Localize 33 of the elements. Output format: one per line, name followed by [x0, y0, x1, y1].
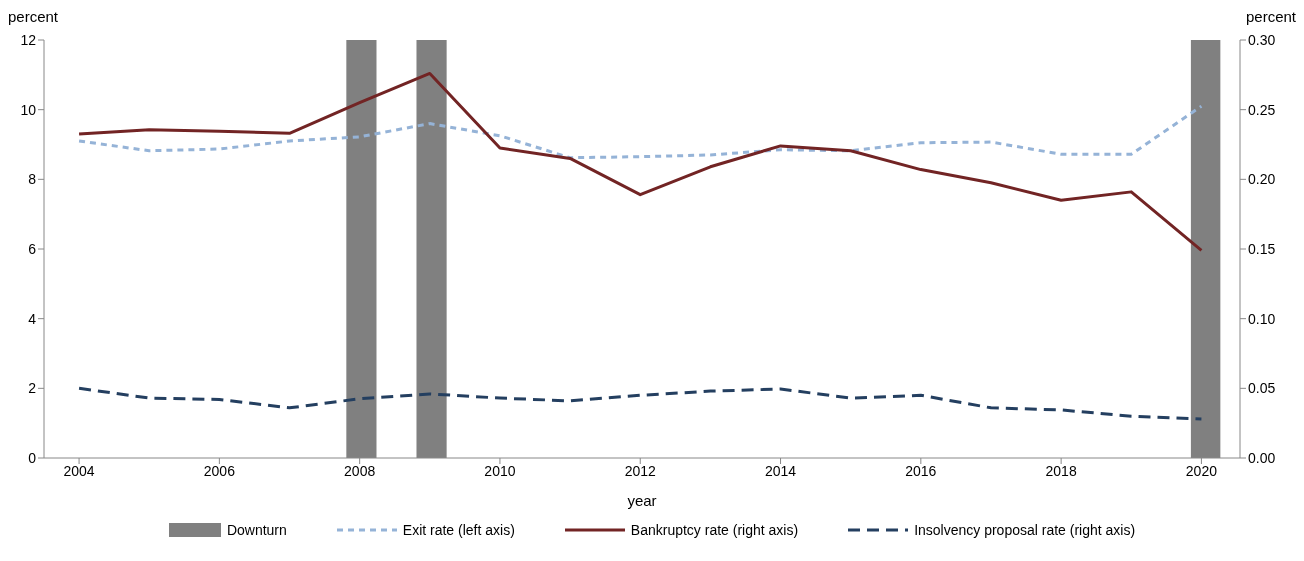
line-series — [77, 104, 1203, 160]
x-tick-label: 2006 — [203, 462, 236, 479]
y2-tick-label: 0.00 — [1248, 449, 1276, 466]
x-tick-label: 2008 — [344, 462, 376, 479]
y2-tick-label: 0.15 — [1248, 240, 1276, 257]
x-axis-title: year — [627, 492, 657, 509]
y2-tick-label: 0.20 — [1248, 171, 1276, 188]
y-axis-title: percent — [8, 8, 59, 27]
y-tick-label: 0 — [28, 449, 37, 466]
y-tick-label: 2 — [28, 380, 37, 397]
y2-tick-label: 0.05 — [1248, 380, 1276, 397]
x-tick-label: 2014 — [764, 462, 797, 479]
y2-tick-label: 0.30 — [1248, 31, 1276, 48]
y2-tick-label: 0.10 — [1248, 310, 1276, 327]
x-tick-label: 2010 — [484, 462, 516, 479]
x-tick-label: 2020 — [1185, 462, 1218, 479]
legend-label: Exit rate (left axis) — [402, 522, 515, 538]
y-tick-label: 10 — [20, 101, 37, 118]
y-tick-label: 4 — [28, 310, 37, 327]
y-tick-label: 12 — [20, 31, 37, 48]
y-tick-label: 6 — [28, 240, 37, 257]
x-tick-label: 2016 — [905, 462, 937, 479]
legend-label: Downturn — [226, 522, 287, 538]
y2-axis-title: percent — [1245, 8, 1296, 27]
legend-label: Insolvency proposal rate (right axis) — [914, 522, 1136, 538]
y2-tick-label: 0.25 — [1248, 101, 1276, 118]
x-tick-label: 2018 — [1045, 462, 1077, 479]
legend-label: Bankruptcy rate (right axis) — [630, 522, 799, 538]
line-series — [77, 386, 1203, 421]
x-tick-label: 2004 — [63, 462, 95, 479]
line-series — [77, 71, 1203, 252]
y-tick-label: 8 — [28, 171, 37, 188]
x-tick-label: 2012 — [624, 462, 657, 479]
